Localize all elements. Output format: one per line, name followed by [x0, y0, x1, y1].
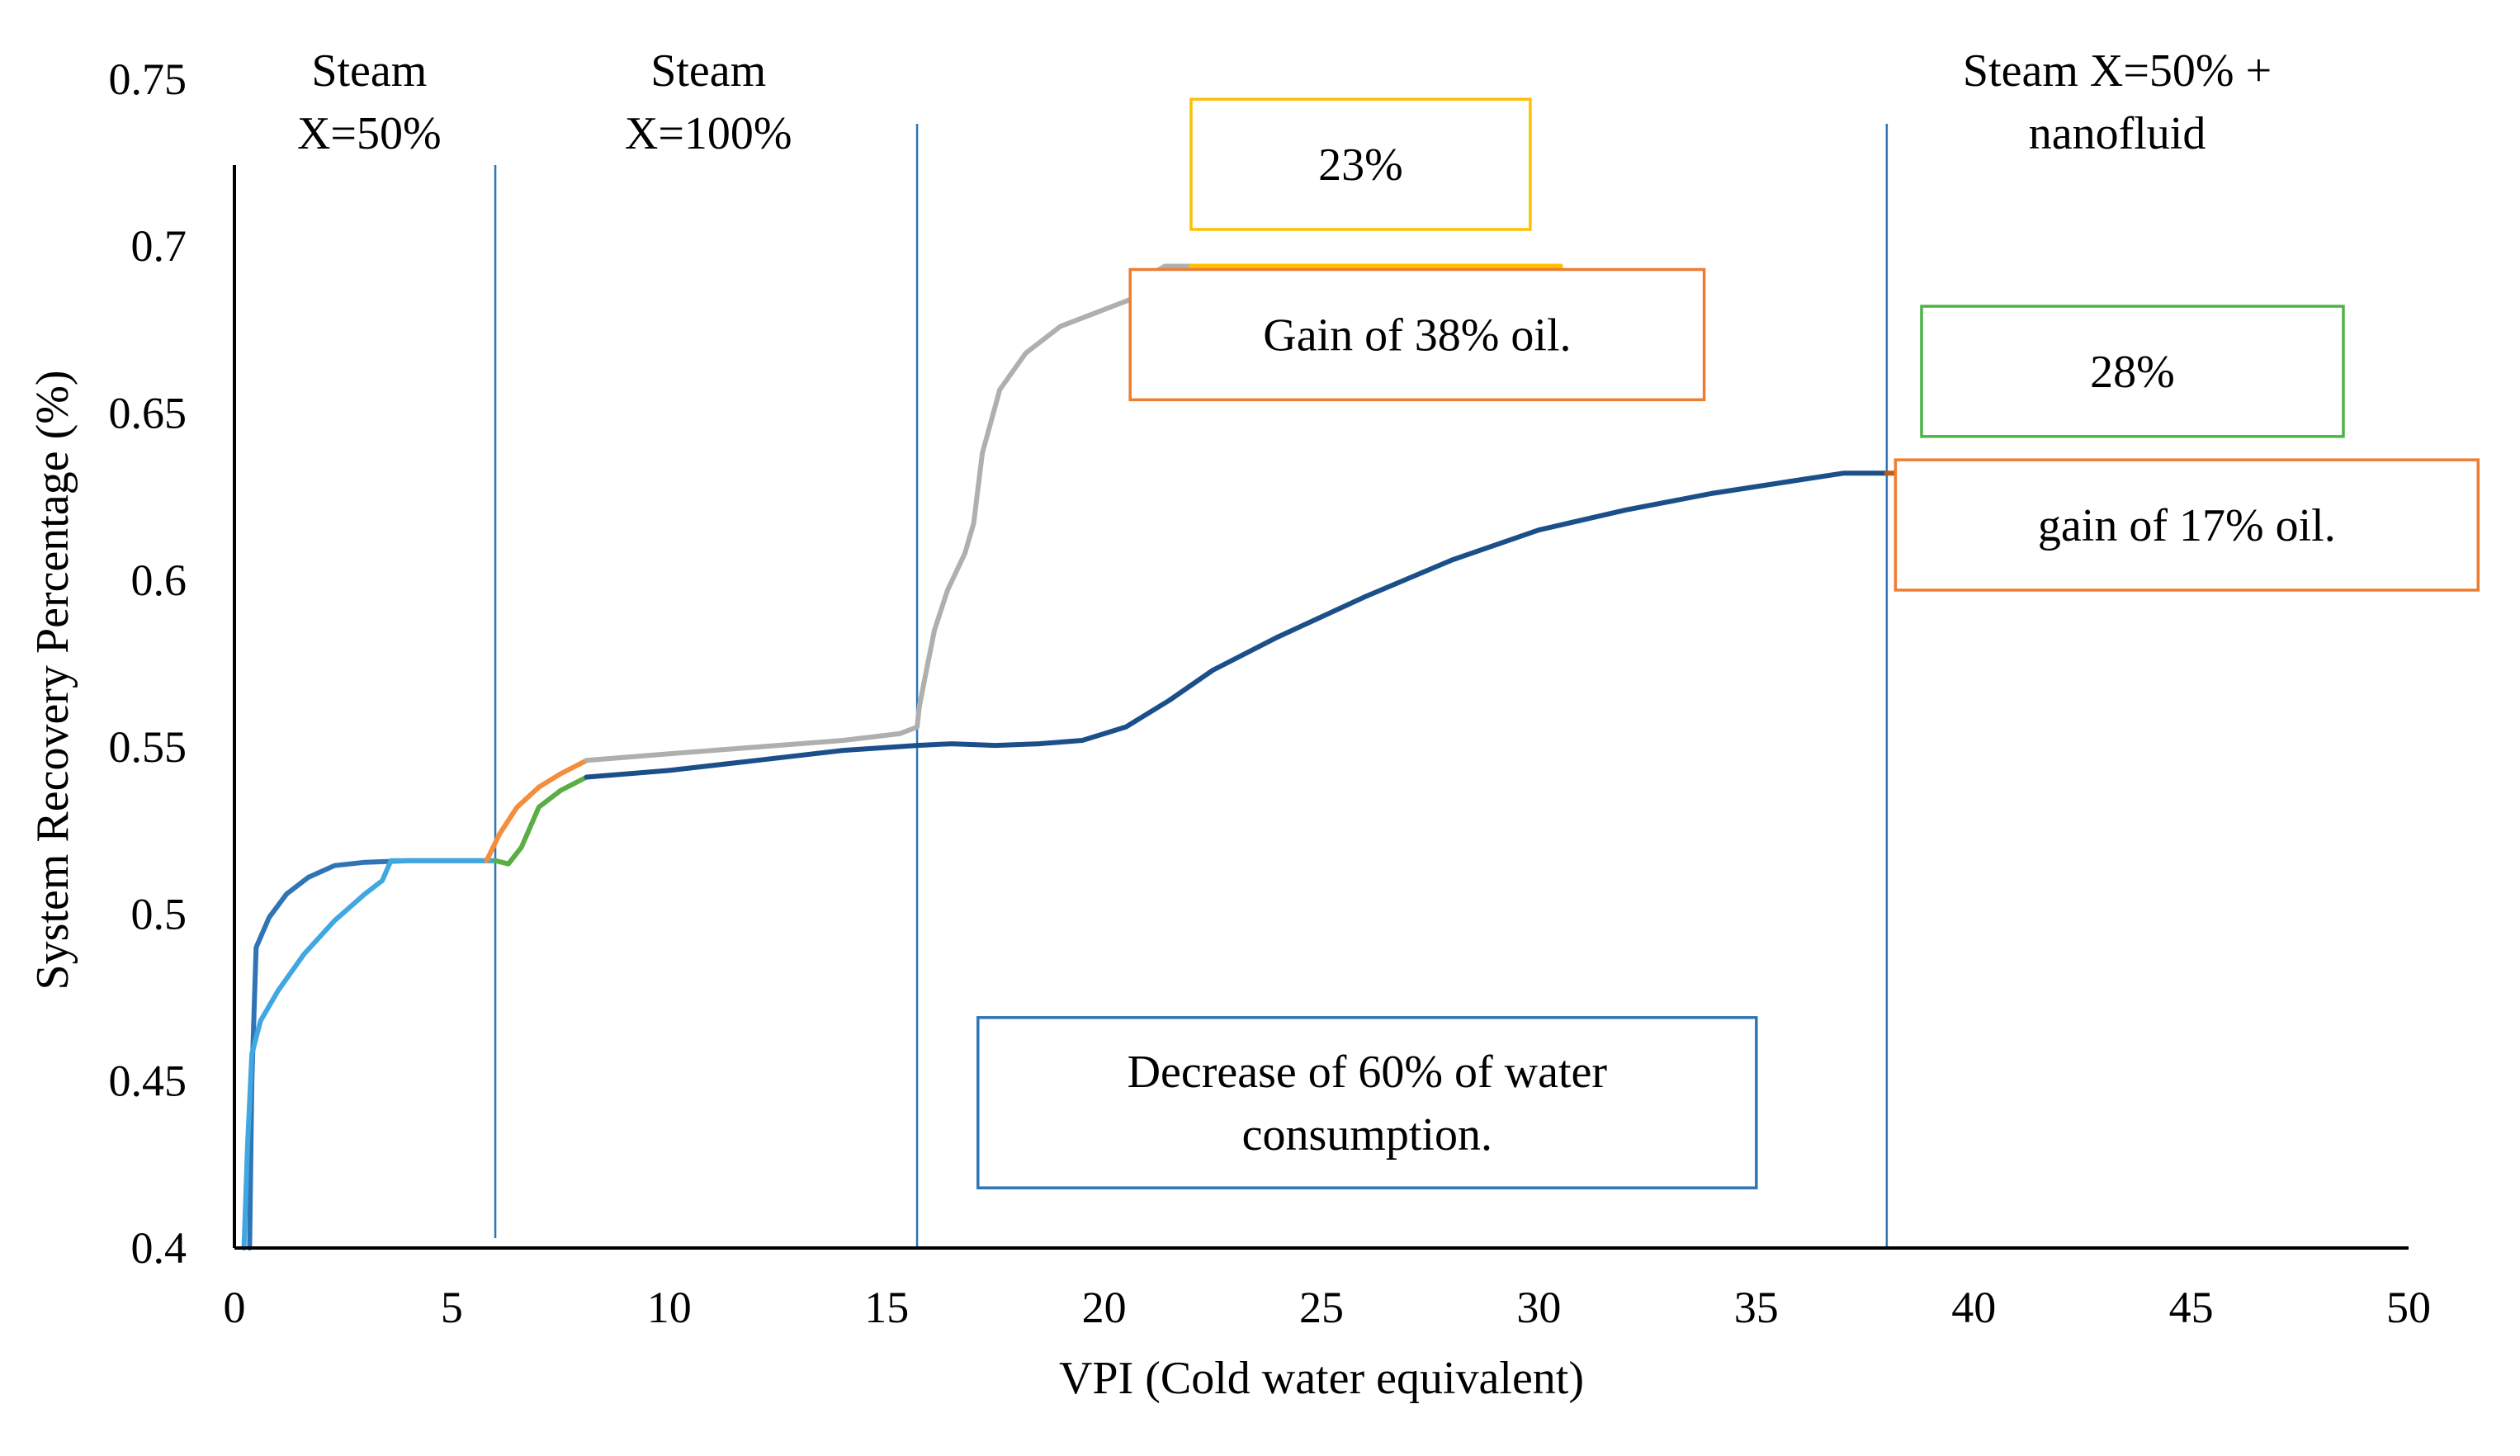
y-tick-label: 0.4 — [131, 1223, 187, 1273]
series-line-steam-x100-orange — [484, 758, 589, 863]
region-label: Steam X=50% + — [1963, 45, 2272, 97]
series-line-nanofluid-gray — [584, 263, 1194, 763]
gain-17-box-frame — [1894, 458, 2480, 592]
pct-28-box-frame — [1920, 305, 2345, 438]
region-label: Steam — [311, 45, 427, 97]
region-label: X=50% — [297, 108, 442, 159]
gain-17-box-text: gain of 17% oil. — [2038, 500, 2336, 551]
series-line-steam-x50-blue — [247, 858, 499, 1250]
y-tick-label: 0.45 — [109, 1057, 187, 1106]
water-decrease-box-text: Decrease of 60% of water — [1128, 1047, 1608, 1098]
y-tick-label: 0.55 — [109, 722, 187, 772]
x-tick-label: 40 — [1951, 1283, 1996, 1332]
pct-23-box-frame — [1189, 97, 1532, 231]
x-tick-label: 15 — [864, 1283, 909, 1332]
y-ticks: 0.4 0.45 0.5 0.55 0.6 0.65 0.7 0.75 — [109, 54, 187, 1273]
y-tick-label: 0.7 — [131, 221, 187, 271]
water-decrease-box-text: consumption. — [1242, 1109, 1492, 1161]
x-axis-label: VPI (Cold water equivalent) — [1059, 1353, 1584, 1404]
x-ticks: 0 5 10 15 20 25 30 35 40 45 50 — [224, 1283, 2432, 1332]
x-tick-label: 45 — [2169, 1283, 2214, 1332]
pct-23-box-text: 23% — [1318, 139, 1403, 191]
x-tick-label: 25 — [1299, 1283, 1344, 1332]
axes — [233, 165, 2409, 1250]
y-tick-label: 0.6 — [131, 555, 187, 605]
x-tick-label: 35 — [1734, 1283, 1779, 1332]
x-tick-label: 20 — [1082, 1283, 1127, 1332]
water-decrease-box-frame — [976, 1016, 1758, 1189]
region-label: nanofluid — [2029, 108, 2206, 159]
x-tick-label: 10 — [647, 1283, 692, 1332]
gain-38-box-text: Gain of 38% oil. — [1263, 310, 1571, 361]
y-tick-label: 0.5 — [131, 889, 187, 938]
series-line-steam-x50-light-blue — [241, 858, 499, 1250]
y-tick-label: 0.65 — [109, 389, 187, 438]
series-line-main-navy — [584, 470, 1889, 780]
pct-28-box-text: 28% — [2090, 347, 2175, 398]
x-tick-label: 50 — [2386, 1283, 2431, 1332]
region-label: X=100% — [625, 108, 792, 159]
y-tick-label: 0.75 — [109, 54, 187, 104]
x-tick-label: 30 — [1516, 1283, 1561, 1332]
region-label: Steam — [650, 45, 766, 97]
annotation-boxes: 23% Gain of 38% oil. 28% gain of 17% oil. De… — [976, 97, 2480, 1189]
x-tick-label: 5 — [441, 1283, 463, 1332]
series-line-steam-x100-green — [493, 774, 589, 867]
x-tick-label: 0 — [224, 1283, 246, 1332]
region-dividers — [494, 124, 1889, 1248]
y-axis-label: System Recovery Percentage (%) — [27, 370, 78, 990]
gain-38-box-frame — [1128, 267, 1706, 402]
region-labels: Steam X=50% Steam X=100% Steam X=50% + nanofl… — [297, 45, 2272, 159]
